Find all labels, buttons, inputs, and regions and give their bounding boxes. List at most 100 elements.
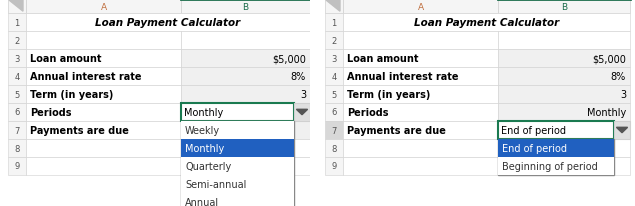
Text: Loan amount: Loan amount	[347, 54, 418, 64]
Bar	[325, 68, 343, 85]
Text: Semi-annual: Semi-annual	[185, 179, 246, 189]
Bar	[325, 14, 343, 32]
Bar	[8, 103, 26, 121]
Polygon shape	[9, 1, 23, 12]
Polygon shape	[297, 110, 307, 115]
Bar	[325, 121, 343, 139]
Text: B: B	[243, 2, 248, 12]
Text: Term (in years): Term (in years)	[30, 90, 114, 99]
Text: 4: 4	[331, 72, 337, 81]
Bar	[343, 50, 498, 68]
Bar	[181, 157, 294, 175]
Bar	[325, 32, 343, 50]
Text: Annual interest rate: Annual interest rate	[30, 72, 142, 82]
Text: 8%: 8%	[611, 72, 626, 82]
Text: 7: 7	[15, 126, 20, 135]
Text: 1: 1	[15, 18, 20, 27]
Text: 1: 1	[331, 18, 337, 27]
Bar	[26, 14, 310, 32]
Bar	[26, 103, 181, 121]
Bar	[325, 85, 343, 103]
Text: A: A	[100, 2, 107, 12]
Text: 5: 5	[331, 90, 337, 99]
Bar	[498, 157, 614, 175]
Text: Loan Payment Calculator: Loan Payment Calculator	[414, 18, 559, 28]
Text: 3: 3	[15, 54, 20, 63]
Bar	[8, 68, 26, 85]
Bar	[343, 103, 498, 121]
Text: Periods: Periods	[347, 108, 389, 117]
Bar	[498, 85, 630, 103]
Text: 9: 9	[331, 162, 337, 171]
Bar	[498, 0, 630, 14]
Bar	[8, 85, 26, 103]
Text: Weekly: Weekly	[185, 125, 220, 135]
Bar	[8, 0, 26, 14]
Bar	[325, 0, 343, 14]
Text: 3: 3	[620, 90, 626, 99]
Bar	[26, 157, 181, 175]
Bar	[343, 121, 498, 139]
Bar	[343, 0, 498, 14]
Bar	[181, 139, 310, 157]
Bar	[498, 157, 630, 175]
Text: 2: 2	[331, 36, 337, 45]
Bar	[343, 32, 498, 50]
Text: 5: 5	[15, 90, 20, 99]
Bar	[181, 121, 294, 139]
Bar	[325, 157, 343, 175]
Bar	[8, 50, 26, 68]
Bar	[325, 103, 343, 121]
Text: $5,000: $5,000	[272, 54, 306, 64]
Bar	[498, 103, 630, 121]
Bar	[294, 103, 310, 121]
Bar	[498, 139, 614, 175]
Text: End of period: End of period	[501, 125, 566, 135]
Bar	[498, 68, 630, 85]
Bar	[181, 121, 294, 206]
Bar	[343, 157, 498, 175]
Bar	[181, 175, 294, 193]
Bar	[8, 32, 26, 50]
Bar	[26, 85, 181, 103]
Text: Term (in years): Term (in years)	[347, 90, 431, 99]
Bar	[26, 32, 181, 50]
Bar	[181, 193, 294, 206]
Text: 8: 8	[15, 144, 20, 153]
Bar	[343, 14, 630, 32]
Bar	[8, 121, 26, 139]
Bar	[325, 50, 343, 68]
Bar	[181, 32, 310, 50]
Bar	[498, 121, 630, 139]
Bar	[26, 0, 181, 14]
Bar	[181, 85, 310, 103]
Bar	[181, 50, 310, 68]
Text: 6: 6	[331, 108, 337, 117]
Bar	[8, 14, 26, 32]
Text: B: B	[561, 2, 567, 12]
Text: Monthly: Monthly	[184, 108, 224, 117]
Text: End of period: End of period	[502, 143, 567, 153]
Text: $5,000: $5,000	[592, 54, 626, 64]
Bar	[343, 139, 498, 157]
Text: Quarterly: Quarterly	[185, 161, 231, 171]
Polygon shape	[326, 1, 340, 12]
Text: Payments are due: Payments are due	[30, 125, 129, 135]
Text: Monthly: Monthly	[185, 143, 224, 153]
Text: 7: 7	[331, 126, 337, 135]
Text: Annual interest rate: Annual interest rate	[347, 72, 458, 82]
Bar	[498, 121, 614, 139]
Bar	[26, 68, 181, 85]
Bar	[498, 32, 630, 50]
Text: Periods: Periods	[30, 108, 72, 117]
Bar	[26, 139, 181, 157]
Text: 8%: 8%	[291, 72, 306, 82]
Bar	[498, 139, 630, 157]
Text: Beginning of period: Beginning of period	[502, 161, 598, 171]
Bar	[325, 139, 343, 157]
Text: Loan Payment Calculator: Loan Payment Calculator	[95, 18, 241, 28]
Text: Monthly: Monthly	[587, 108, 626, 117]
Bar	[8, 157, 26, 175]
Bar	[614, 121, 630, 139]
Bar	[181, 103, 310, 121]
